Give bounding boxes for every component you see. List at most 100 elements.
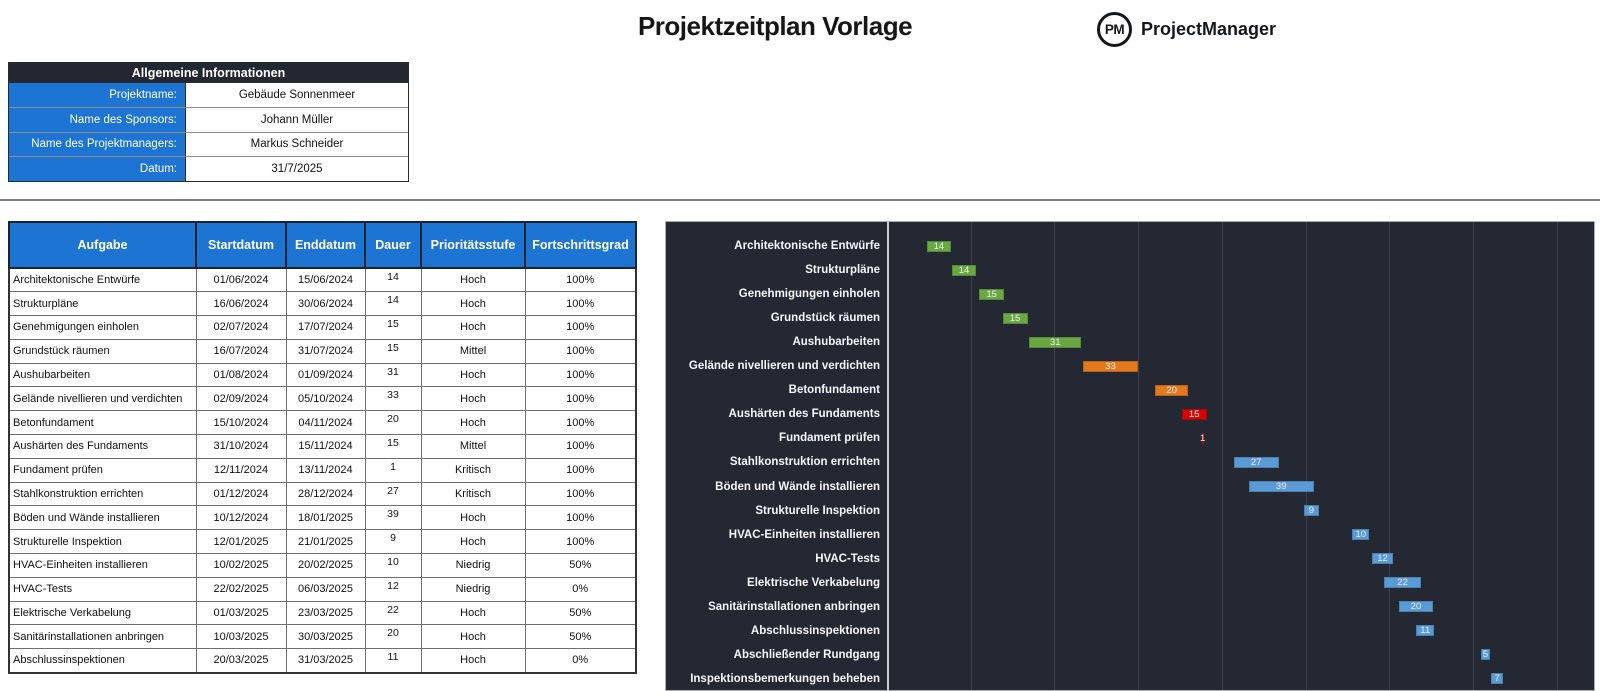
table-cell[interactable]: 33: [364, 386, 422, 412]
table-cell[interactable]: Hoch: [420, 315, 526, 340]
table-cell[interactable]: 11: [364, 648, 422, 674]
table-cell[interactable]: 9: [364, 529, 422, 555]
table-cell[interactable]: 31/03/2025: [285, 648, 366, 674]
info-value-cell[interactable]: Johann Müller: [186, 108, 408, 132]
table-cell[interactable]: 15/06/2024: [285, 267, 366, 293]
table-cell[interactable]: Strukturelle Inspektion: [8, 529, 197, 555]
table-cell[interactable]: Mittel: [420, 338, 526, 364]
table-cell[interactable]: 06/03/2025: [285, 576, 366, 602]
table-cell[interactable]: 01/12/2024: [195, 481, 287, 507]
table-cell[interactable]: Hoch: [420, 386, 526, 412]
table-cell[interactable]: Böden und Wände installieren: [8, 505, 197, 531]
table-cell[interactable]: Kritisch: [420, 457, 526, 483]
table-cell[interactable]: 39: [364, 505, 422, 531]
table-cell[interactable]: Betonfundament: [8, 410, 197, 436]
table-cell[interactable]: 01/03/2025: [195, 600, 287, 626]
table-cell[interactable]: 20: [364, 410, 422, 436]
table-cell[interactable]: 100%: [524, 291, 637, 317]
table-cell[interactable]: Kritisch: [420, 481, 526, 507]
table-cell[interactable]: Genehmigungen einholen: [8, 315, 197, 340]
table-cell[interactable]: 14: [364, 267, 422, 293]
table-cell[interactable]: Hoch: [420, 267, 526, 293]
table-cell[interactable]: 100%: [524, 267, 637, 293]
table-cell[interactable]: 15: [364, 434, 422, 459]
table-cell[interactable]: 1: [364, 457, 422, 483]
table-cell[interactable]: 12: [364, 576, 422, 602]
table-cell[interactable]: 16/07/2024: [195, 338, 287, 364]
table-cell[interactable]: Niedrig: [420, 553, 526, 578]
table-cell[interactable]: 10/03/2025: [195, 624, 287, 650]
table-cell[interactable]: 04/11/2024: [285, 410, 366, 436]
table-cell[interactable]: Aushubarbeiten: [8, 362, 197, 388]
table-cell[interactable]: 14: [364, 291, 422, 317]
table-cell[interactable]: 31/07/2024: [285, 338, 366, 364]
table-cell[interactable]: 02/09/2024: [195, 386, 287, 412]
table-cell[interactable]: Mittel: [420, 434, 526, 459]
table-cell[interactable]: Sanitärinstallationen anbringen: [8, 624, 197, 650]
table-cell[interactable]: 50%: [524, 624, 637, 650]
table-cell[interactable]: Grundstück räumen: [8, 338, 197, 364]
table-cell[interactable]: Hoch: [420, 291, 526, 317]
table-cell[interactable]: 100%: [524, 529, 637, 555]
table-cell[interactable]: 21/01/2025: [285, 529, 366, 555]
table-cell[interactable]: 12/01/2025: [195, 529, 287, 555]
table-cell[interactable]: Hoch: [420, 505, 526, 531]
table-cell[interactable]: Hoch: [420, 410, 526, 436]
table-cell[interactable]: 0%: [524, 648, 637, 674]
table-cell[interactable]: 28/12/2024: [285, 481, 366, 507]
table-cell[interactable]: 27: [364, 481, 422, 507]
table-cell[interactable]: 20/03/2025: [195, 648, 287, 674]
table-cell[interactable]: 31: [364, 362, 422, 388]
table-cell[interactable]: 01/06/2024: [195, 267, 287, 293]
table-cell[interactable]: 10/02/2025: [195, 553, 287, 578]
table-cell[interactable]: Abschlussinspektionen: [8, 648, 197, 674]
table-cell[interactable]: Elektrische Verkabelung: [8, 600, 197, 626]
table-cell[interactable]: 100%: [524, 434, 637, 459]
table-cell[interactable]: 15: [364, 315, 422, 340]
table-cell[interactable]: Architektonische Entwürfe: [8, 267, 197, 293]
table-cell[interactable]: 50%: [524, 600, 637, 626]
table-cell[interactable]: 100%: [524, 362, 637, 388]
table-cell[interactable]: 100%: [524, 315, 637, 340]
table-cell[interactable]: Aushärten des Fundaments: [8, 434, 197, 459]
table-cell[interactable]: 20: [364, 624, 422, 650]
table-cell[interactable]: 100%: [524, 338, 637, 364]
table-cell[interactable]: 50%: [524, 553, 637, 578]
table-cell[interactable]: 100%: [524, 410, 637, 436]
table-cell[interactable]: 100%: [524, 505, 637, 531]
table-cell[interactable]: 17/07/2024: [285, 315, 366, 340]
table-cell[interactable]: 01/09/2024: [285, 362, 366, 388]
table-cell[interactable]: 20/02/2025: [285, 553, 366, 578]
table-cell[interactable]: 12/11/2024: [195, 457, 287, 483]
table-cell[interactable]: Fundament prüfen: [8, 457, 197, 483]
info-value-cell[interactable]: Markus Schneider: [186, 132, 408, 157]
table-cell[interactable]: 02/07/2024: [195, 315, 287, 340]
table-cell[interactable]: Hoch: [420, 624, 526, 650]
table-cell[interactable]: 31/10/2024: [195, 434, 287, 459]
table-cell[interactable]: Hoch: [420, 529, 526, 555]
table-cell[interactable]: 10: [364, 553, 422, 578]
table-cell[interactable]: 15: [364, 338, 422, 364]
table-cell[interactable]: 10/12/2024: [195, 505, 287, 531]
table-cell[interactable]: 18/01/2025: [285, 505, 366, 531]
table-cell[interactable]: HVAC-Tests: [8, 576, 197, 602]
table-cell[interactable]: 30/06/2024: [285, 291, 366, 317]
table-cell[interactable]: 30/03/2025: [285, 624, 366, 650]
table-cell[interactable]: 13/11/2024: [285, 457, 366, 483]
table-cell[interactable]: Gelände nivellieren und verdichten: [8, 386, 197, 412]
table-cell[interactable]: HVAC-Einheiten installieren: [8, 553, 197, 578]
table-cell[interactable]: Stahlkonstruktion errichten: [8, 481, 197, 507]
table-cell[interactable]: 0%: [524, 576, 637, 602]
info-value-cell[interactable]: 31/7/2025: [186, 157, 408, 181]
table-cell[interactable]: Hoch: [420, 600, 526, 626]
table-cell[interactable]: Hoch: [420, 648, 526, 674]
table-cell[interactable]: 23/03/2025: [285, 600, 366, 626]
table-cell[interactable]: 100%: [524, 386, 637, 412]
info-value-cell[interactable]: Gebäude Sonnenmeer: [186, 83, 408, 108]
table-cell[interactable]: Hoch: [420, 362, 526, 388]
table-cell[interactable]: 05/10/2024: [285, 386, 366, 412]
table-cell[interactable]: 15/11/2024: [285, 434, 366, 459]
table-cell[interactable]: 100%: [524, 457, 637, 483]
table-cell[interactable]: 16/06/2024: [195, 291, 287, 317]
table-cell[interactable]: 22: [364, 600, 422, 626]
